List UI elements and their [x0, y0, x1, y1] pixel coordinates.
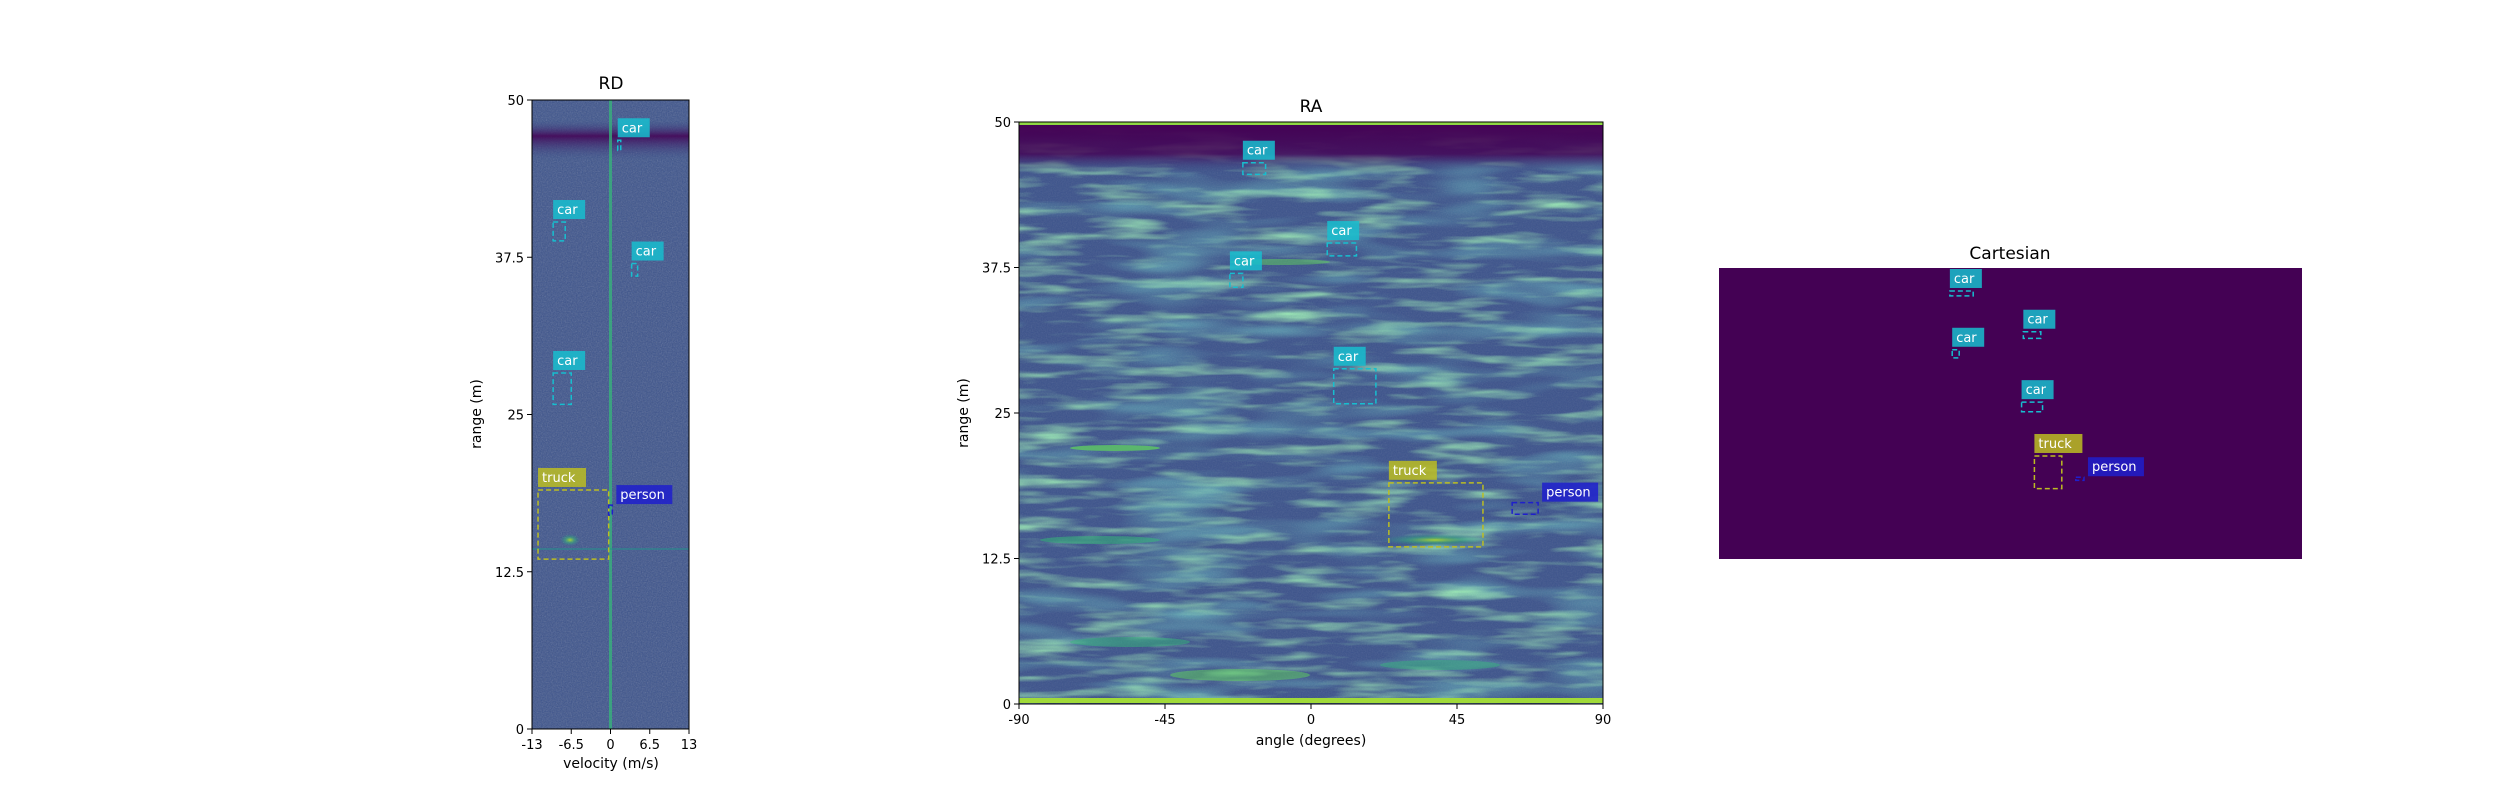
rd-label-truck: truck [542, 471, 576, 486]
rd-tag-car [553, 200, 586, 220]
rd-tag-truck [538, 467, 587, 487]
ra-box-car [1332, 368, 1377, 405]
cartesian-annotations: car car car car truck person [1949, 268, 2144, 490]
rd-y-tick-label: 37.5 [495, 251, 524, 266]
cart-box-car [1951, 349, 1960, 359]
ra-tag-person [1542, 482, 1599, 502]
cart-label-car: car [2026, 383, 2047, 398]
rd-x-tick-label: -6.5 [559, 738, 584, 753]
ra-label-person: person [1546, 486, 1591, 501]
ra-x-tick-label: -90 [1008, 713, 1029, 728]
cart-tag-car [1949, 268, 1982, 288]
cart-tag-car [2021, 380, 2054, 400]
rd-label-car: car [636, 245, 657, 260]
rd-y-tick-label: 0 [516, 723, 524, 738]
rd-tag-car [553, 350, 586, 370]
ra-tag-car [1242, 140, 1275, 160]
ra-y-tick-label: 12.5 [982, 553, 1011, 568]
rd-y-tick-label: 25 [507, 409, 524, 424]
rd-y-tick-label: 50 [507, 94, 524, 109]
ra-panel: RA car car car car truck person -90 -45 0 45 90 0… [956, 97, 1611, 749]
cart-box-car [2022, 330, 2042, 340]
cart-tag-car [1952, 327, 1985, 347]
cart-label-car: car [1954, 272, 1975, 287]
ra-title: RA [1300, 97, 1323, 117]
ra-x-axis-label: angle (degrees) [1256, 733, 1367, 749]
rd-heatmap [531, 99, 690, 730]
rd-x-ticks: -13 -6.5 0 6.5 13 [521, 729, 697, 753]
cart-tag-car [2023, 309, 2056, 329]
cart-label-truck: truck [2038, 437, 2072, 452]
rd-title: RD [599, 74, 624, 94]
cart-label-person: person [2092, 460, 2137, 475]
rd-tag-person [616, 485, 673, 505]
rd-x-tick-label: 13 [681, 738, 698, 753]
rd-box-car [616, 139, 622, 152]
rd-annotations: car car car car truck person [537, 118, 673, 560]
ra-label-car: car [1338, 350, 1359, 365]
rd-label-car: car [557, 203, 578, 218]
ra-x-tick-label: -45 [1154, 713, 1175, 728]
rd-label-car: car [557, 354, 578, 369]
cart-box-truck [2033, 455, 2063, 490]
ra-tag-car [1327, 221, 1360, 241]
rd-tag-car [631, 241, 664, 261]
ra-tag-car [1229, 251, 1262, 271]
cart-tag-person [2087, 457, 2144, 477]
rd-x-tick-label: 0 [606, 738, 614, 753]
rd-x-tick-label: 6.5 [639, 738, 660, 753]
ra-label-car: car [1331, 224, 1352, 239]
rd-label-car: car [622, 121, 643, 136]
ra-box-car [1229, 272, 1244, 289]
ra-y-axis-label: range (m) [956, 378, 972, 448]
cart-label-car: car [2027, 313, 2048, 328]
cart-box-person [2075, 476, 2085, 482]
cartesian-panel: Cartesian car car car car truck person [1719, 244, 2302, 559]
ra-y-tick-label: 50 [994, 116, 1011, 131]
rd-box-car [552, 221, 566, 242]
cart-box-car [2020, 401, 2044, 413]
cart-label-car: car [1956, 331, 1977, 346]
rd-y-axis-label: range (m) [469, 379, 485, 449]
rd-x-tick-label: -13 [521, 738, 542, 753]
rd-y-tick-label: 12.5 [495, 566, 524, 581]
cart-box-car [1949, 290, 1974, 297]
ra-box-truck [1388, 482, 1484, 548]
ra-label-car: car [1234, 254, 1255, 269]
cart-tag-truck [2034, 433, 2083, 453]
ra-y-ticks: 0 12.5 25 37.5 50 [982, 116, 1019, 713]
rd-label-person: person [620, 488, 665, 503]
ra-tag-car [1333, 346, 1366, 366]
ra-x-tick-label: 90 [1595, 713, 1612, 728]
rd-box-car [630, 262, 639, 277]
rd-box-car [552, 372, 573, 406]
ra-label-car: car [1247, 144, 1268, 159]
cartesian-image [1719, 268, 2302, 559]
ra-x-tick-label: 0 [1307, 713, 1315, 728]
ra-heatmap [1018, 121, 1604, 705]
ra-label-truck: truck [1393, 464, 1427, 479]
rd-y-ticks: 0 12.5 25 37.5 50 [495, 94, 532, 738]
ra-x-tick-label: 45 [1449, 713, 1466, 728]
ra-y-tick-label: 25 [994, 407, 1011, 422]
cartesian-title: Cartesian [1969, 244, 2050, 264]
ra-y-tick-label: 37.5 [982, 262, 1011, 277]
ra-annotations: car car car car truck person [1229, 140, 1599, 548]
ra-x-ticks: -90 -45 0 45 90 [1008, 704, 1611, 728]
rd-box-truck [537, 489, 610, 560]
rd-x-axis-label: velocity (m/s) [563, 756, 659, 772]
rd-tag-car [617, 118, 650, 138]
rd-panel: RD car car car car truck person -13 -6.5 0 6.5 13… [469, 74, 697, 772]
ra-tag-truck [1388, 460, 1437, 480]
ra-box-person [1511, 501, 1539, 516]
ra-box-car [1326, 242, 1358, 257]
ra-y-tick-label: 0 [1003, 698, 1011, 713]
rd-box-person [607, 504, 614, 516]
ra-box-car [1242, 161, 1267, 176]
